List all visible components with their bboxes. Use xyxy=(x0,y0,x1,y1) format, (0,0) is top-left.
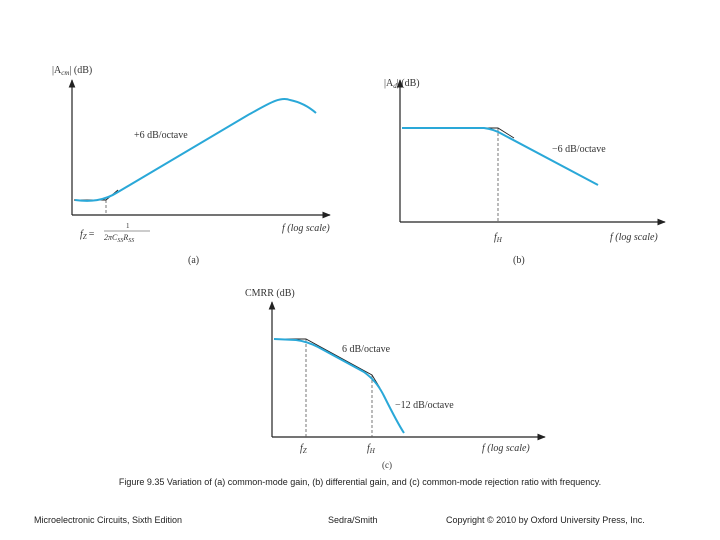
panel-b-gain-curve xyxy=(402,127,599,186)
panel-c-xlabel: f (log scale) xyxy=(482,443,530,454)
panel-a-gain-curve xyxy=(74,98,317,202)
panel-c-cmrr-curve xyxy=(273,338,405,434)
panel-b-slope-label: −6 dB/octave xyxy=(552,144,606,155)
panel-a-ylabel: |Acm| (dB) xyxy=(52,65,92,77)
footer-book-title: Microelectronic Circuits, Sixth Edition xyxy=(34,515,183,525)
panel-b-asymptote xyxy=(402,127,515,139)
panel-b: |Ad| (dB) −6 dB/octave fH f (log scale) … xyxy=(384,78,666,266)
svg-text:1: 1 xyxy=(126,222,130,230)
panel-b-xlabel: f (log scale) xyxy=(610,232,658,243)
panel-c-slope2-label: −12 dB/octave xyxy=(395,400,454,411)
panel-a: |Acm| (dB) +6 dB/octave f (log scale) fZ… xyxy=(52,65,331,266)
footer-copyright: Copyright © 2010 by Oxford University Pr… xyxy=(446,515,645,525)
figure-svg: |Acm| (dB) +6 dB/octave f (log scale) fZ… xyxy=(52,65,666,470)
panel-b-corner-label: fH xyxy=(494,232,503,244)
panel-c-ylabel: CMRR (dB) xyxy=(245,288,295,299)
panel-c-slope1-label: 6 dB/octave xyxy=(342,344,391,355)
panel-c: CMRR (dB) 6 dB/octave −12 dB/octave fZ f… xyxy=(245,288,546,470)
panel-a-tag: (a) xyxy=(188,255,199,266)
panel-b-ylabel: |Ad| (dB) xyxy=(384,78,420,90)
panel-c-corner1-label: fZ xyxy=(300,443,307,455)
panel-c-corner2-label: fH xyxy=(367,443,376,455)
panel-a-corner-formula: fZ = 1 2πCSSRSS xyxy=(80,222,150,244)
panel-a-slope-label: +6 dB/octave xyxy=(134,130,188,141)
footer-authors: Sedra/Smith xyxy=(328,515,378,525)
panel-b-tag: (b) xyxy=(513,255,525,266)
svg-text:2πCSSRSS: 2πCSSRSS xyxy=(104,233,134,244)
figure-caption: Figure 9.35 Variation of (a) common-mode… xyxy=(118,477,602,487)
svg-text:fZ=: fZ = xyxy=(80,229,95,241)
panel-c-tag: (c) xyxy=(382,460,392,470)
panel-a-xlabel: f (log scale) xyxy=(282,223,330,234)
